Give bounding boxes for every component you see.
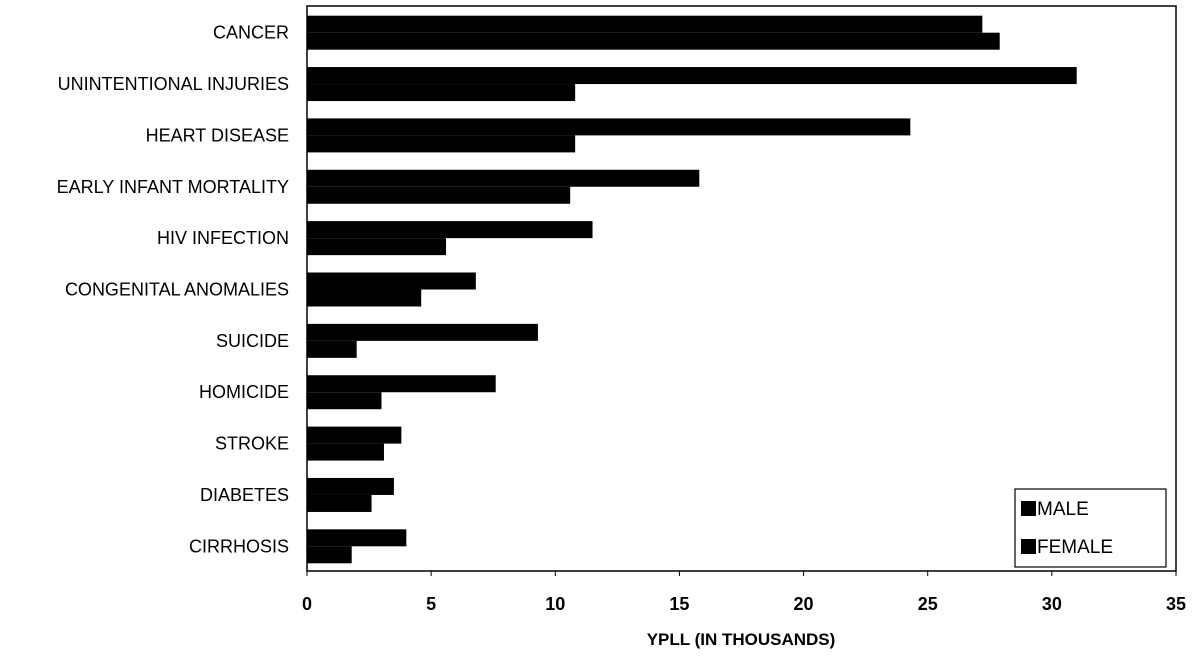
legend: MALE FEMALE — [1014, 488, 1167, 568]
category-label-congenital-anomalies: CONGENITAL ANOMALIES — [65, 280, 289, 300]
category-label-early-infant-mortality: EARLY INFANT MORTALITY — [57, 177, 289, 197]
category-label-hiv-infection: HIV INFECTION — [157, 228, 289, 248]
bar-male-homicide — [307, 375, 496, 393]
bar-female-homicide — [307, 392, 382, 410]
bar-female-early-infant-mortality — [307, 186, 571, 204]
legend-label-female: FEMALE — [1037, 537, 1113, 558]
bar-female-unintentional-injuries — [307, 84, 576, 102]
bar-female-diabetes — [307, 494, 372, 512]
bar-male-congenital-anomalies — [307, 272, 476, 290]
x-tick-label: 20 — [794, 594, 814, 614]
category-label-unintentional-injuries: UNINTENTIONAL INJURIES — [58, 74, 289, 94]
bar-male-suicide — [307, 323, 538, 341]
bar-male-cirrhosis — [307, 529, 407, 547]
bar-male-diabetes — [307, 477, 394, 495]
category-label-heart-disease: HEART DISEASE — [146, 125, 289, 145]
bar-male-unintentional-injuries — [307, 67, 1077, 85]
x-tick-label: 0 — [302, 594, 312, 614]
category-label-diabetes: DIABETES — [200, 485, 289, 505]
bars — [307, 15, 1077, 564]
category-label-suicide: SUICIDE — [216, 331, 289, 351]
bar-male-hiv-infection — [307, 221, 593, 239]
bar-female-congenital-anomalies — [307, 289, 422, 307]
category-labels: CANCER UNINTENTIONAL INJURIES HEART DISEAS… — [57, 23, 289, 557]
category-label-cancer: CANCER — [213, 23, 289, 43]
x-tick-label: 25 — [918, 594, 938, 614]
bar-female-suicide — [307, 340, 357, 358]
bar-female-cirrhosis — [307, 546, 352, 564]
legend-box — [1014, 488, 1167, 568]
x-tick-label: 30 — [1042, 594, 1062, 614]
bar-male-cancer — [307, 15, 983, 33]
x-tick-label: 35 — [1166, 594, 1186, 614]
bar-male-early-infant-mortality — [307, 169, 700, 187]
category-label-homicide: HOMICIDE — [199, 382, 289, 402]
x-tick-label: 5 — [426, 594, 436, 614]
bar-male-heart-disease — [307, 118, 911, 136]
bar-female-cancer — [307, 32, 1000, 50]
legend-label-male: MALE — [1037, 499, 1089, 520]
bar-female-hiv-infection — [307, 238, 447, 256]
x-tick-label: 10 — [545, 594, 565, 614]
bar-female-stroke — [307, 443, 384, 461]
x-axis-title: YPLL (IN THOUSANDS) — [647, 630, 836, 649]
bar-female-heart-disease — [307, 135, 576, 153]
legend-swatch-female — [1021, 539, 1036, 554]
category-label-cirrhosis: CIRRHOSIS — [189, 536, 289, 556]
category-label-stroke: STROKE — [215, 434, 289, 454]
x-tick-label: 15 — [669, 594, 689, 614]
legend-swatch-male — [1021, 501, 1036, 516]
bar-male-stroke — [307, 426, 402, 444]
x-axis-ticks: 0 5 10 15 20 25 30 35 — [302, 571, 1186, 614]
